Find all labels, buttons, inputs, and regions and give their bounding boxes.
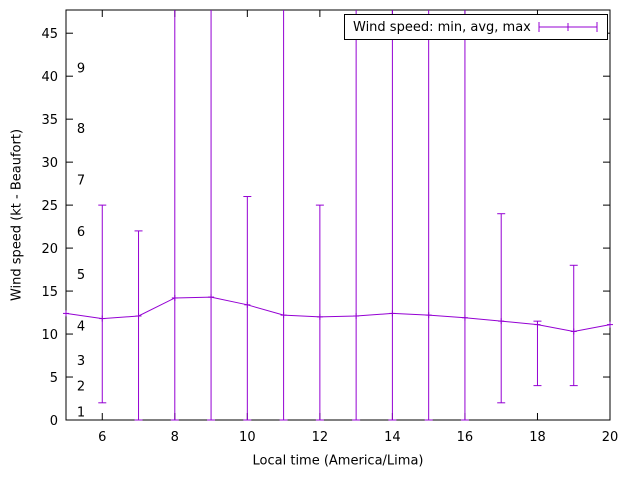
x-tick-label: 14 — [384, 430, 401, 445]
x-tick-label: 8 — [171, 430, 179, 445]
beaufort-scale-label: 6 — [77, 225, 85, 240]
beaufort-scale-label: 3 — [77, 354, 85, 369]
error-bar-sample-icon — [538, 22, 598, 32]
beaufort-scale-label: 1 — [77, 405, 85, 420]
y-tick-label: 20 — [41, 242, 58, 257]
x-tick-label: 10 — [239, 430, 256, 445]
beaufort-scale-label: 4 — [77, 319, 85, 334]
x-axis-label: Local time (America/Lima) — [252, 453, 424, 469]
x-tick-label: 12 — [312, 430, 329, 445]
legend: Wind speed: min, avg, max — [344, 14, 608, 40]
y-tick-label: 0 — [50, 414, 58, 429]
y-tick-label: 5 — [50, 371, 58, 386]
y-tick-label: 15 — [41, 285, 58, 300]
y-axis-label: Wind speed (kt - Beaufort) — [9, 128, 25, 302]
x-tick-label: 20 — [602, 430, 619, 445]
legend-label: Wind speed: min, avg, max — [353, 19, 531, 35]
avg-line — [65, 296, 611, 332]
beaufort-scale-label: 2 — [77, 380, 85, 395]
y-tick-label: 35 — [41, 113, 58, 128]
y-tick-label: 30 — [41, 156, 58, 171]
y-tick-label: 25 — [41, 199, 58, 214]
y-tick-label: 45 — [41, 27, 58, 42]
beaufort-scale-label: 5 — [77, 268, 85, 283]
y-tick-label: 10 — [41, 328, 58, 343]
plot-border — [65, 9, 611, 421]
x-tick-label: 6 — [98, 430, 106, 445]
beaufort-scale-label: 7 — [77, 173, 85, 188]
beaufort-scale-label: 9 — [77, 62, 85, 77]
y-tick-label: 40 — [41, 70, 58, 85]
x-tick-label: 18 — [529, 430, 546, 445]
beaufort-scale-label: 8 — [77, 122, 85, 137]
x-tick-label: 16 — [457, 430, 474, 445]
